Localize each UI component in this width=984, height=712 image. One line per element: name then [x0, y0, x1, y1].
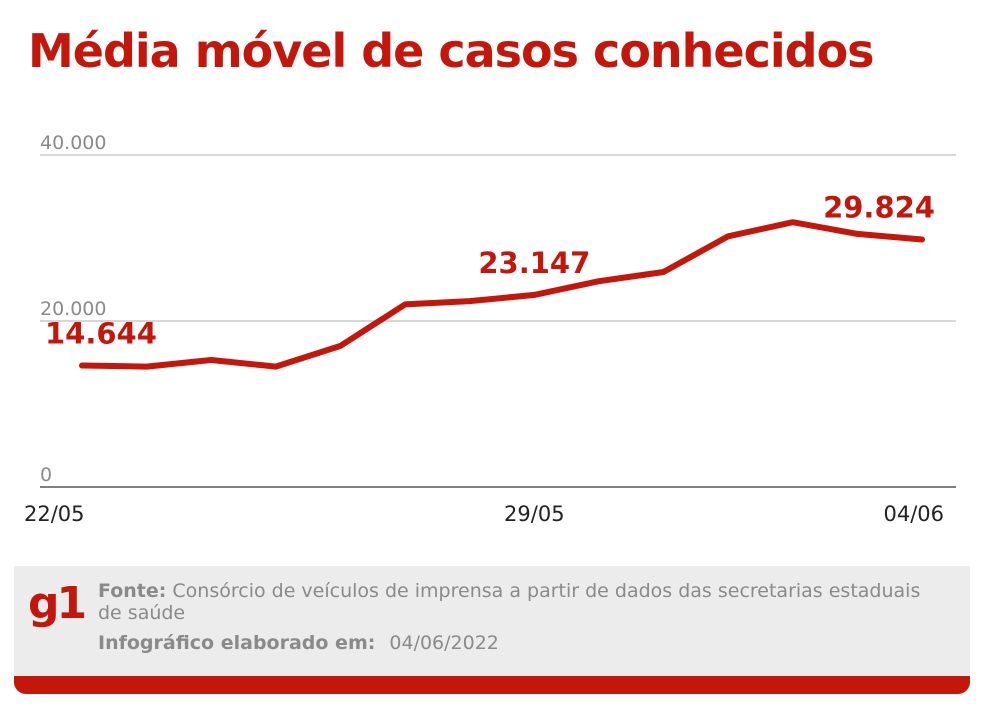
made-label: Infográfico elaborado em: — [98, 632, 376, 654]
source-text: Consórcio de veículos de imprensa a part… — [98, 580, 921, 624]
data-label: 14.644 — [45, 316, 157, 350]
y-tick-label: 20.000 — [40, 298, 106, 320]
y-axis-ticks: 0 20.000 40.000 — [40, 132, 106, 486]
x-tick-label: 04/06 — [883, 502, 944, 526]
data-labels: 14.644 23.147 29.824 — [45, 190, 935, 350]
series-layer — [79, 219, 925, 370]
footer-panel — [14, 566, 970, 688]
source-label: Fonte: — [98, 580, 167, 602]
source-note: Fonte: Consórcio de veículos de imprensa… — [98, 580, 938, 624]
x-axis-ticks: 22/05 29/05 04/06 — [24, 502, 944, 526]
y-tick-label: 0 — [40, 464, 52, 486]
footer-accent-bar — [14, 676, 970, 694]
chart-title: Média móvel de casos conhecidos — [28, 24, 875, 78]
x-tick-label: 22/05 — [24, 502, 85, 526]
data-label: 29.824 — [823, 190, 935, 224]
g1-logo: g1 — [28, 578, 87, 629]
data-label: 23.147 — [478, 246, 590, 280]
grid-layer — [40, 154, 956, 488]
y-tick-label: 40.000 — [40, 132, 106, 154]
made-note: Infográfico elaborado em: 04/06/2022 — [98, 632, 499, 654]
line-chart: 0 20.000 40.000 22/05 29/05 04/06 14.644 23.1… — [24, 132, 956, 526]
x-tick-label: 29/05 — [504, 502, 565, 526]
series-line — [79, 219, 925, 370]
made-date: 04/06/2022 — [389, 632, 499, 654]
